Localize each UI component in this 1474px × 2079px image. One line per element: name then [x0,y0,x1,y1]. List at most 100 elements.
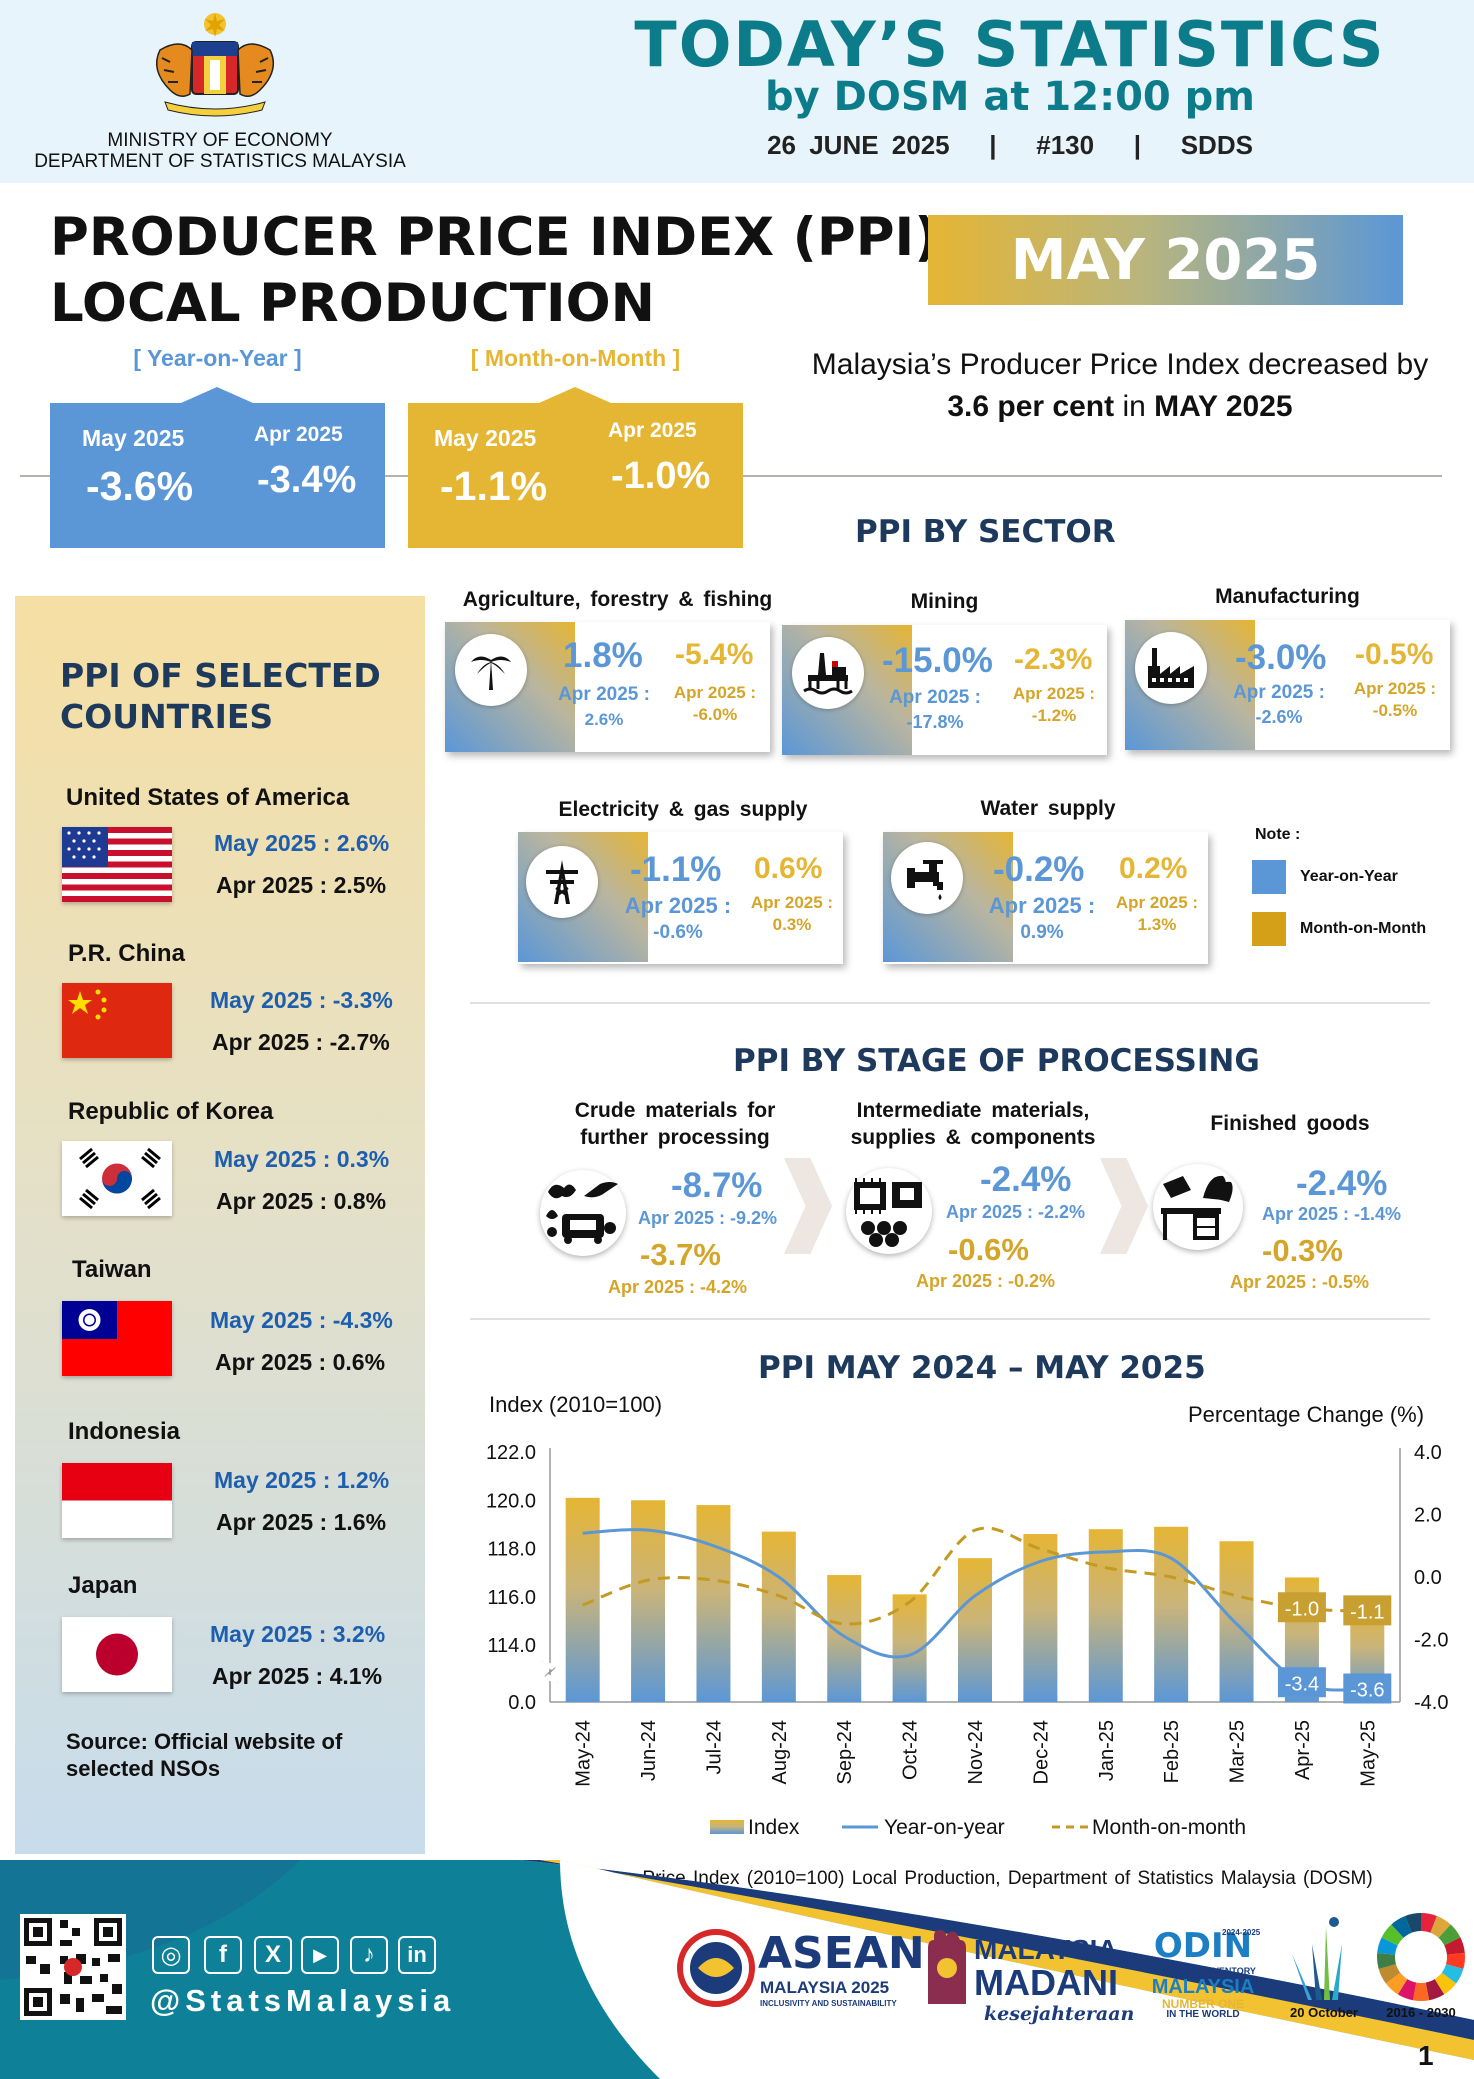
countries-source-line: selected NSOs [66,1756,221,1781]
taiwan-may-value: May 2025 : -4.3% [210,1307,393,1333]
sector-card-mining: -15.0% Apr 2025 : -17.8% -2.3% Apr 2025 :… [782,625,1107,755]
stage-name-crude: Crude materials for further processing [540,1097,810,1151]
chart-bar [1088,1529,1123,1702]
manuf-yoy-value: -3.0% [1235,638,1327,677]
mining-yoy-apr: Apr 2025 : -17.8% [872,685,998,735]
chart-y2-tick-label: 2.0 [1414,1505,1442,1527]
legend-mom-label: Month-on-Month [1300,920,1427,937]
facebook-icon[interactable]: f [204,1936,242,1974]
axis-break-gap [540,1660,560,1684]
section-divider [470,1002,1430,1004]
usa-apr-value: Apr 2025 : 2.5% [216,872,387,898]
water-yoy-apr-value: 0.9% [1020,922,1064,943]
linkedin-icon[interactable]: in [398,1936,436,1974]
qr-code-icon [20,1914,126,2020]
chart-data-label: -3.6 [1350,1680,1384,1702]
headline-text: Malaysia’s Producer Price Index decrease… [811,348,1429,381]
elec-yoy-apr-value: -0.6% [653,922,703,943]
countries-title: PPI OF SELECTED COUNTRIES [60,655,381,737]
mom-apr-value: -1.0% [611,455,711,497]
water-yoy-apr: Apr 2025 : 0.9% [983,892,1101,946]
chart-x-tick-label: May-24 [573,1720,595,1787]
korea-may-value: May 2025 : 0.3% [214,1146,390,1172]
pylon-icon [526,846,598,918]
ppi-title: PRODUCER PRICE INDEX (PPI) LOCAL PRODUCT… [50,205,938,337]
ministry-name: MINISTRY OF ECONOMY DEPARTMENT OF STATIS… [0,130,440,172]
chart-x-tick-label: Jun-24 [638,1720,660,1781]
tap-icon [891,842,963,914]
agri-yoy-value: 1.8% [563,636,643,675]
water-mom-apr-value: 1.3% [1137,915,1177,934]
ppi-title-line: PRODUCER PRICE INDEX (PPI) [50,207,939,268]
crude-materials-icon [540,1170,626,1256]
madani-logo-line1: MALAYSIA [974,1934,1118,1965]
legend-index-label: Index [748,1816,800,1839]
youtube-icon[interactable]: ▶ [301,1936,339,1974]
x-icon[interactable]: X [254,1936,292,1974]
ministry-line: MINISTRY OF ECONOMY [107,130,333,151]
stage-heading: PPI BY STAGE OF PROCESSING [733,1043,1260,1079]
tiktok-icon[interactable]: ♪ [350,1936,388,1974]
finished-yoy-apr: Apr 2025 : -1.4% [1262,1204,1402,1224]
chevron-right-icon [1100,1158,1148,1254]
country-name-usa: United States of America [66,784,350,811]
chart-data-label-bg [1277,1667,1326,1698]
chart-y-axis-title: Index (2010=100) [489,1392,663,1417]
asean-logo-title: ASEAN [758,1928,925,1979]
intermediate-materials-icon [846,1168,932,1254]
countries-title-line: PPI OF SELECTED [60,656,381,695]
korea-apr-value: Apr 2025 : 0.8% [216,1188,387,1214]
yoy-apr-value: -3.4% [257,459,357,501]
stage-finished-line: Finished goods [1210,1112,1370,1135]
social-handle[interactable]: @StatsMalaysia [150,1983,456,2018]
japan-may-value: May 2025 : 3.2% [210,1621,386,1647]
chart-bar [1154,1526,1189,1702]
sector-name-electricity: Electricity & gas supply [558,798,808,821]
legend-note-title: Note : [1255,826,1301,843]
manuf-yoy-apr-value: -2.6% [1255,707,1303,727]
madani-logo-line2: MADANI [974,1962,1118,2003]
crude-mom-value: -3.7% [640,1237,721,1272]
finished-mom-apr: Apr 2025 : -0.5% [1230,1272,1370,1292]
chart-y-tick-label: 116.0 [487,1587,536,1609]
chart-x-tick-label: May-25 [1357,1720,1379,1787]
chart-x-tick-label: Oct-24 [900,1720,922,1780]
box-notch [181,387,253,403]
odin-logo-line4: IN THE WORLD [1166,2009,1240,2020]
chart-bar [631,1500,666,1702]
manuf-yoy-apr-label: Apr 2025 : [1233,682,1325,703]
chart-data-label-bg [1343,1673,1392,1704]
taiwan-flag-icon [62,1301,172,1376]
ppi-chart: 122.0 120.0 118.0 116.0 114.0 0.0 4.0 2.0 0.0 -2.… [486,1442,1449,1839]
japan-apr-value: Apr 2025 : 4.1% [212,1663,383,1689]
water-yoy-apr-label: Apr 2025 : [988,893,1096,918]
finished-yoy-value: -2.4% [1296,1164,1388,1203]
mining-mom-apr-value: -1.2% [1031,706,1077,725]
intermediate-yoy-apr: Apr 2025 : -2.2% [946,1202,1086,1222]
chart-y2-tick-label: 0.0 [1414,1567,1442,1589]
mom-label: [ Month-on-Month ] [470,345,681,371]
china-flag-icon [62,983,172,1058]
chart-bar [565,1497,600,1702]
legend-yoy-label: Year-on-Year [1300,868,1398,885]
chart-bar [761,1531,796,1702]
chart-x-tick-label: Mar-25 [1227,1720,1249,1783]
headline-text-2: 3.6 per cent in MAY 2025 [790,390,1450,424]
finished-goods-icon [1153,1164,1243,1250]
korea-flag-icon [62,1141,172,1216]
usa-may-value: May 2025 : 2.6% [214,830,390,856]
odin-logo-title: ODIN [1153,1926,1253,1966]
mom-may-value: -1.1% [440,463,548,509]
instagram-icon[interactable]: ◎ [152,1936,190,1974]
mining-yoy-apr-label: Apr 2025 : [889,687,981,708]
chart-y2-axis-title: Percentage Change (%) [1188,1402,1425,1427]
mining-mom-value: -2.3% [1014,643,1093,676]
sector-card-water: -0.2% Apr 2025 : 0.9% 0.2% Apr 2025 : 1.3% [883,832,1208,964]
sdg-years: 2016 - 2030 [1386,2005,1456,2020]
legend-yoy-swatch [1252,860,1286,894]
odin-logo-line1: OPEN DATA INVENTORY [1150,1966,1256,1976]
sector-name-water: Water supply [980,797,1116,820]
agri-mom-value: -5.4% [675,638,754,671]
water-mom-apr-label: Apr 2025 : [1115,893,1199,912]
factory-icon [1135,632,1207,704]
